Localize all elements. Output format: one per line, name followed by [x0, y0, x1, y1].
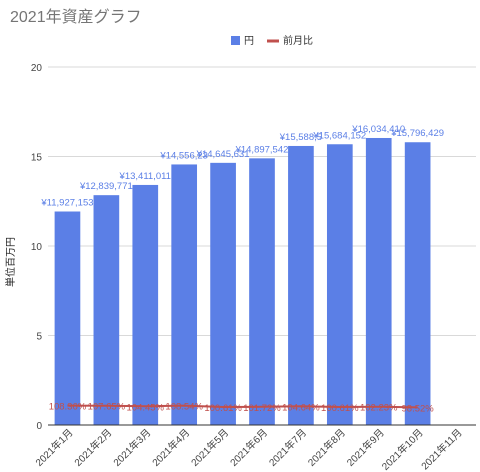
y-tick-label: 15: [31, 153, 43, 164]
bar: [365, 137, 392, 425]
bar-value-label: ¥14,556,23: [159, 150, 208, 161]
bar: [93, 195, 120, 425]
y-tick-label: 10: [31, 242, 43, 253]
legend-swatch-bar: [231, 36, 240, 45]
ratio-series-line: [67, 404, 418, 409]
data-labels: ¥11,927,153 ¥12,839,771¥13,411,011 ¥14,556…: [40, 124, 444, 414]
bar-value-label: ¥15,684,152: [312, 130, 366, 141]
ratio-value-label: 100.61%: [321, 403, 359, 414]
bar: [171, 164, 198, 425]
ratio-value-label: 108.36%: [49, 402, 87, 413]
ratio-value-label: 98.52%: [402, 403, 435, 414]
bar-value-label: ¥14,897,542: [235, 144, 289, 155]
y-axis-label: 単位百万円: [4, 237, 17, 287]
x-tick-label: 2021年9月: [344, 426, 387, 469]
ratio-value-label: 102.23%: [360, 403, 398, 414]
bar-value-label: ¥12,839,771: [79, 181, 133, 192]
bar-value-label: ¥11,927,153: [40, 198, 93, 209]
bar-value-label: ¥15,796,429: [390, 128, 444, 139]
bar-value-label: ¥15,588,5: [279, 132, 322, 143]
ratio-value-label: 100.61%: [204, 403, 242, 414]
x-tick-label: 2021年10月: [379, 426, 426, 472]
bar-value-label: ¥14,645,631: [196, 149, 250, 160]
x-tick-label: 2021年6月: [227, 426, 270, 469]
bar: [210, 162, 236, 425]
x-tick-label: 2021年1月: [33, 426, 76, 469]
ratio-value-label: 107.65%: [88, 402, 126, 413]
ratio-line: [67, 404, 418, 409]
chart-title: 2021年資産グラフ: [10, 9, 142, 26]
bar: [326, 144, 353, 426]
x-tick-label: 2021年5月: [188, 426, 231, 469]
x-tick-label: 2021年8月: [305, 426, 348, 469]
ratio-value-label: 104.64%: [282, 402, 320, 413]
legend-label-yen: 円: [244, 36, 254, 47]
bar: [288, 145, 314, 425]
bar: [404, 142, 431, 425]
ratio-value-label: 101.72%: [243, 403, 281, 414]
legend-label-ratio: 前月比: [283, 34, 313, 47]
y-tick-label: 20: [31, 63, 43, 74]
x-tick-label: 2021年11月: [418, 426, 464, 472]
ratio-value-label: 108.54%: [165, 402, 203, 413]
bar: [54, 211, 81, 425]
x-tick-label: 2021年3月: [110, 426, 153, 469]
x-tick-label: 2021年7月: [266, 426, 309, 469]
bar: [132, 184, 159, 425]
ratio-value-label: 104.45%: [127, 402, 165, 413]
legend[interactable]: 円 前月比: [231, 34, 313, 47]
bar-value-label: ¥13,411,011: [119, 171, 171, 182]
x-tick-label: 2021年2月: [71, 426, 114, 469]
y-tick-label: 5: [36, 332, 42, 343]
x-tick-label: 2021年4月: [149, 426, 192, 469]
bars: [54, 137, 431, 426]
y-tick-label: 0: [36, 421, 42, 432]
bar-value-label: ¥16,034,410: [351, 124, 405, 135]
bar: [249, 158, 275, 426]
